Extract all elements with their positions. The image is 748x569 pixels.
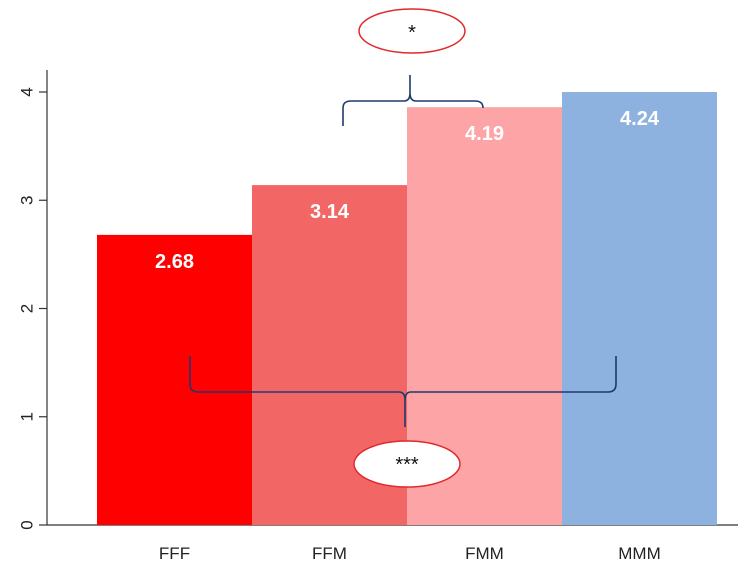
significance-label-bottom: *** bbox=[395, 454, 419, 476]
y-tick-label: 4 bbox=[18, 87, 37, 96]
y-tick-label: 2 bbox=[18, 304, 37, 313]
significance-ellipse-bottom bbox=[353, 440, 461, 488]
y-tick-label: 0 bbox=[18, 520, 37, 529]
data-label-mmm: 4.24 bbox=[620, 108, 660, 130]
data-label-fff: 2.68 bbox=[155, 251, 194, 273]
x-label-mmm: MMM bbox=[618, 544, 660, 563]
data-label-fmm: 4.19 bbox=[465, 123, 504, 145]
brace-bottom bbox=[189, 356, 617, 427]
bar-fff bbox=[97, 234, 252, 525]
x-label-fff: FFF bbox=[159, 544, 190, 563]
significance-ellipse-top bbox=[358, 8, 466, 54]
brace-top bbox=[342, 75, 484, 126]
significance-label-top: * bbox=[408, 22, 416, 44]
bar-mmm bbox=[562, 92, 717, 525]
bars: 2.68 3.14 4.19 4.24 bbox=[97, 92, 717, 525]
x-label-fmm: FMM bbox=[465, 544, 504, 563]
significance-annotations: **** bbox=[189, 8, 617, 488]
y-tick-label: 1 bbox=[18, 412, 37, 421]
y-tick-label: 3 bbox=[18, 196, 37, 205]
data-label-ffm: 3.14 bbox=[310, 201, 350, 223]
x-axis-labels: FFF FFM FMM MMM bbox=[159, 544, 661, 563]
x-label-ffm: FFM bbox=[312, 544, 347, 563]
